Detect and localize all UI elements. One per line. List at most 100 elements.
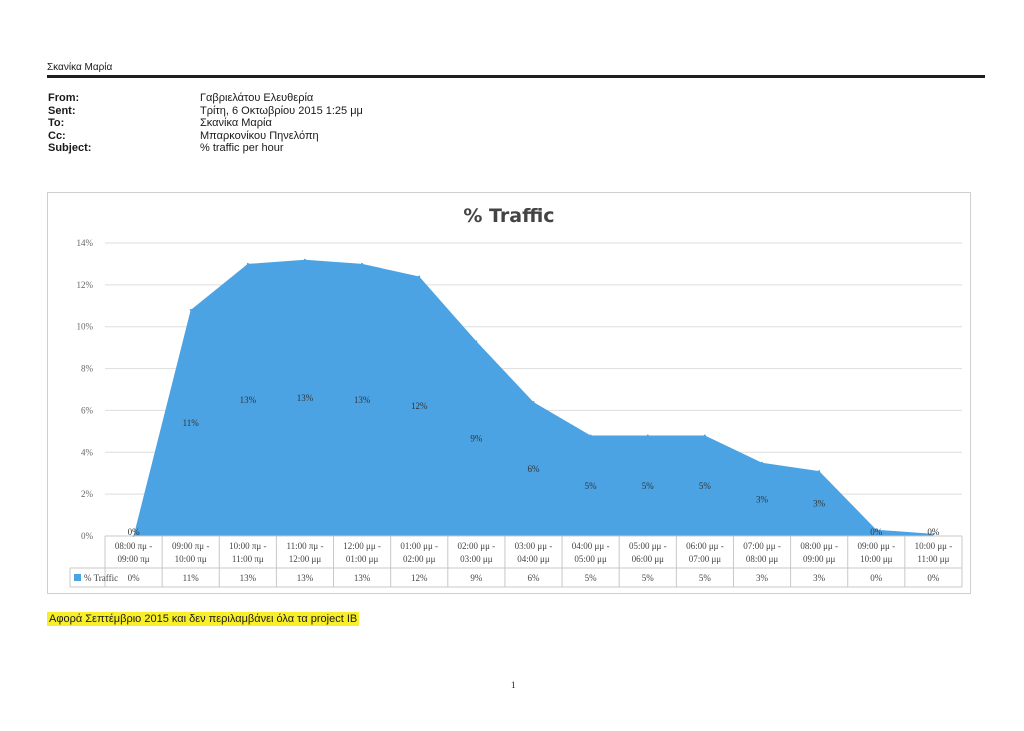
x-tick-label: 04:00 μμ: [517, 554, 550, 564]
table-value: 6%: [528, 573, 541, 583]
table-value: 12%: [411, 573, 428, 583]
x-tick-label: 05:00 μμ -: [629, 541, 667, 551]
sent-value: Τρίτη, 6 Οκτωβρίου 2015 1:25 μμ: [200, 104, 363, 117]
data-label: 9%: [470, 434, 483, 444]
y-tick-label: 2%: [81, 489, 94, 499]
data-point: [932, 532, 935, 535]
data-label: 6%: [528, 464, 541, 474]
table-value: 3%: [813, 573, 826, 583]
data-point: [475, 340, 478, 343]
data-point: [589, 434, 592, 437]
data-point: [189, 308, 192, 311]
y-tick-label: 8%: [81, 364, 94, 374]
x-tick-label: 08:00 μμ: [746, 554, 779, 564]
header-row-cc: Cc: Μπαρκονίκου Πηνελόπη: [48, 130, 363, 143]
chart-title: % Traffic: [463, 205, 554, 227]
x-tick-label: 03:00 μμ -: [515, 541, 553, 551]
header-row-to: To: Σκανίκα Μαρία: [48, 117, 363, 130]
data-point: [246, 262, 249, 265]
x-tick-label: 07:00 μμ: [689, 554, 722, 564]
data-label: 12%: [411, 401, 428, 411]
subject-value: % traffic per hour: [200, 142, 284, 154]
header-row-from: From: Γαβριελάτου Ελευθερία: [48, 92, 363, 105]
highlighted-note: Αφορά Σεπτέμβριο 2015 και δεν περιλαμβάν…: [47, 612, 360, 626]
cc-value: Μπαρκονίκου Πηνελόπη: [200, 129, 319, 142]
data-point: [361, 262, 364, 265]
header-row-subject: Subject: % traffic per hour: [48, 142, 363, 155]
table-value: 9%: [470, 573, 483, 583]
x-tick-label: 08:00 πμ -: [115, 541, 152, 551]
x-tick-label: 11:00 μμ: [917, 554, 949, 564]
data-point: [303, 258, 306, 261]
legend-label: % Traffic: [84, 573, 118, 583]
x-tick-label: 09:00 μμ -: [857, 541, 895, 551]
from-label: From:: [48, 92, 80, 104]
x-tick-label: 02:00 μμ -: [458, 541, 496, 551]
data-label: 5%: [642, 481, 655, 491]
x-tick-label: 10:00 πμ: [175, 554, 207, 564]
x-tick-label: 10:00 μμ: [860, 554, 893, 564]
table-value: 3%: [756, 573, 769, 583]
data-point: [761, 461, 764, 464]
data-point: [532, 401, 535, 404]
x-tick-label: 11:00 πμ: [232, 554, 264, 564]
table-value: 13%: [354, 573, 371, 583]
x-tick-label: 11:00 πμ -: [286, 541, 323, 551]
table-value: 0%: [927, 573, 940, 583]
data-point: [875, 528, 878, 531]
traffic-area: [133, 259, 934, 536]
x-tick-label: 10:00 μμ -: [915, 541, 953, 551]
y-tick-label: 6%: [81, 405, 94, 415]
table-value: 0%: [870, 573, 883, 583]
x-tick-label: 03:00 μμ: [460, 554, 493, 564]
data-label: 13%: [240, 395, 257, 405]
x-tick-label: 05:00 μμ: [574, 554, 607, 564]
x-tick-label: 06:00 μμ -: [686, 541, 724, 551]
data-label: 13%: [297, 393, 314, 403]
traffic-chart: % Traffic 0% 2% 4% 6% 8% 10% 12% 14% 0% 11% 13% 13% 1…: [47, 192, 971, 594]
table-value: 0%: [128, 573, 141, 583]
page-number: 1: [511, 680, 516, 690]
data-label: 11%: [183, 418, 200, 428]
x-tick-label: 09:00 πμ -: [172, 541, 209, 551]
email-headers: From: Γαβριελάτου Ελευθερία Sent: Τρίτη,…: [48, 92, 363, 155]
x-tick-label: 01:00 μμ: [346, 554, 379, 564]
sent-label: Sent:: [48, 104, 76, 117]
y-tick-label: 12%: [77, 280, 94, 290]
table-value: 13%: [297, 573, 314, 583]
y-tick-label: 10%: [77, 322, 94, 332]
data-label: 0%: [927, 527, 940, 537]
table-value: 5%: [642, 573, 655, 583]
data-point: [818, 470, 821, 473]
data-label: 3%: [756, 494, 769, 504]
subject-label: Subject:: [48, 142, 92, 154]
header-row-sent: Sent: Τρίτη, 6 Οκτωβρίου 2015 1:25 μμ: [48, 105, 363, 118]
data-label: 0%: [870, 527, 883, 537]
y-tick-label: 14%: [77, 238, 94, 248]
x-tick-label: 09:00 πμ: [118, 554, 150, 564]
data-label: 13%: [354, 395, 371, 405]
x-tick-label: 06:00 μμ: [632, 554, 665, 564]
x-tick-label: 04:00 μμ -: [572, 541, 610, 551]
x-tick-label: 09:00 μμ: [803, 554, 836, 564]
data-label: 5%: [699, 481, 712, 491]
data-point: [703, 434, 706, 437]
x-tick-label: 12:00 μμ -: [343, 541, 381, 551]
data-label: 3%: [813, 499, 826, 509]
legend-swatch: [74, 574, 81, 581]
header-divider: [47, 75, 985, 78]
table-value: 5%: [699, 573, 712, 583]
x-tick-label: 10:00 πμ -: [229, 541, 266, 551]
table-value: 5%: [585, 573, 598, 583]
data-point: [418, 275, 421, 278]
table-value: 13%: [240, 573, 257, 583]
cc-label: Cc:: [48, 129, 66, 142]
data-point: [646, 434, 649, 437]
data-label: 5%: [585, 481, 598, 491]
y-tick-label: 0%: [81, 531, 94, 541]
table-value: 11%: [183, 573, 200, 583]
x-tick-label: 12:00 μμ: [289, 554, 322, 564]
x-tick-label: 08:00 μμ -: [800, 541, 838, 551]
x-tick-label: 01:00 μμ -: [400, 541, 438, 551]
x-tick-label: 07:00 μμ -: [743, 541, 781, 551]
